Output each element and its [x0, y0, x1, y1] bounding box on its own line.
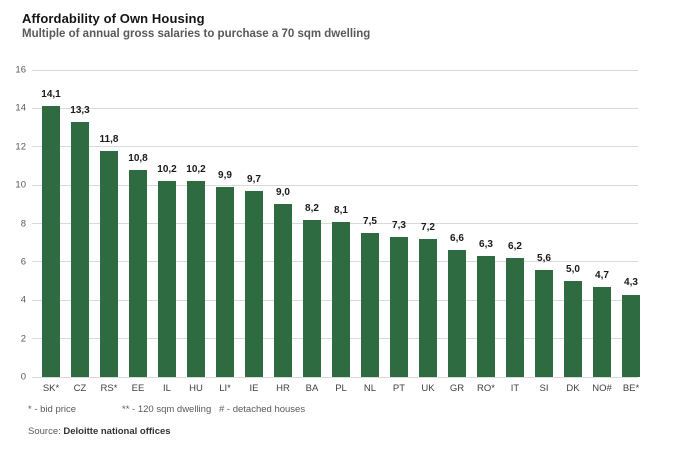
bar: [100, 150, 118, 377]
bar-value-label: 7,2: [421, 221, 435, 233]
bar-value-label: 9,9: [218, 170, 232, 182]
bar-value-label: 6,6: [450, 233, 464, 245]
x-axis-label: LI*: [219, 383, 231, 394]
bar-value-label: 8,1: [334, 204, 348, 216]
x-axis-label: HR: [276, 383, 290, 394]
bar-value-label: 11,8: [99, 133, 119, 145]
bar: [361, 233, 379, 377]
bar: [419, 238, 437, 377]
bar: [274, 204, 292, 377]
source-line: Source: Deloitte national offices: [28, 426, 171, 437]
bar: [187, 181, 205, 377]
bar-value-label: 10,2: [157, 164, 177, 176]
bar: [593, 286, 611, 377]
x-axis-label: PT: [392, 383, 406, 394]
x-axis-label: NL: [363, 383, 377, 394]
source-name: Deloitte national offices: [63, 426, 171, 437]
gridline: [32, 146, 638, 148]
footnote-120-sqm-dwelling: ** - 120 sqm dwelling: [122, 404, 212, 415]
x-axis-label: CZ: [73, 383, 87, 394]
bar-value-label: 5,6: [537, 252, 551, 264]
bar: [71, 121, 89, 377]
y-axis-tick-label: 8: [20, 218, 26, 229]
bar: [332, 221, 350, 377]
x-axis-label: IL: [163, 383, 171, 394]
y-axis-tick-label: 2: [20, 333, 26, 345]
y-axis-tick-label: 10: [15, 179, 26, 191]
y-axis-tick-label: 4: [20, 294, 26, 306]
gridline: [32, 376, 638, 378]
x-axis-label: RS*: [100, 383, 118, 394]
bar: [564, 281, 582, 377]
x-axis-label: EE: [131, 383, 145, 394]
x-axis-label: UK: [421, 383, 435, 394]
gridline: [32, 69, 638, 71]
x-axis-label: RO*: [477, 383, 495, 394]
bar-value-label: 6,2: [508, 241, 522, 253]
bar-value-label: 14,1: [41, 89, 61, 101]
bar: [42, 106, 60, 377]
x-axis-label: NO#: [592, 383, 612, 394]
y-axis-tick-label: 12: [15, 141, 26, 153]
x-axis-label: IE: [249, 383, 259, 394]
bar: [245, 190, 263, 377]
bar: [158, 181, 176, 377]
bar-value-label: 9,7: [247, 173, 261, 185]
bar: [448, 250, 466, 377]
y-axis-tick-label: 14: [15, 102, 26, 114]
footnotes: * - bid price ** - 120 sqm dwelling # - …: [0, 404, 696, 418]
footnote-bid-price: * - bid price: [28, 404, 77, 415]
chart-title: Affordability of Own Housing: [22, 11, 205, 26]
bar-value-label: 8,2: [305, 202, 319, 214]
x-axis-label: SK*: [42, 383, 60, 394]
bar: [303, 219, 321, 377]
x-axis-label: DK: [566, 383, 580, 394]
bar: [535, 269, 553, 377]
bar-value-label: 6,3: [479, 239, 493, 251]
x-axis-label: HU: [189, 383, 203, 394]
bar-value-label: 4,3: [624, 277, 638, 289]
bar: [129, 169, 147, 377]
gridline: [32, 107, 638, 109]
gridline: [32, 184, 638, 186]
bar-value-label: 10,2: [186, 164, 206, 176]
y-axis-tick-label: 16: [15, 64, 26, 76]
bar: [477, 256, 495, 377]
bar: [216, 187, 234, 377]
bar-value-label: 10,8: [128, 152, 148, 164]
bar: [390, 236, 408, 377]
chart-subtitle: Multiple of annual gross salaries to pur…: [22, 28, 371, 40]
bar-value-label: 9,0: [276, 187, 290, 199]
bar: [506, 258, 524, 377]
plot-area: 0 2 4 6 8 10 12 14 16 14,1 SK* 13,3 CZ 11,8 RS* 10,8 EE 1…: [15, 65, 640, 394]
x-axis-label: GR: [449, 383, 465, 394]
x-axis-label: PL: [335, 383, 347, 394]
footnote-detached-houses: # - detached houses: [219, 404, 306, 415]
x-axis-label: SI: [539, 383, 549, 394]
bar-value-label: 7,3: [392, 219, 406, 231]
y-axis-tick-label: 6: [20, 256, 26, 268]
bar-value-label: 5,0: [566, 264, 580, 276]
source-prefix: Source:: [28, 426, 64, 437]
bar-value-label: 7,5: [363, 216, 377, 228]
bar-value-label: 13,3: [70, 104, 90, 116]
x-axis-label: BE*: [622, 383, 640, 394]
bar: [622, 294, 640, 377]
x-axis-label: IT: [510, 383, 520, 394]
bar-value-label: 4,7: [595, 269, 609, 281]
x-axis-label: BA: [305, 383, 319, 394]
y-axis-tick-label: 0: [20, 371, 26, 383]
